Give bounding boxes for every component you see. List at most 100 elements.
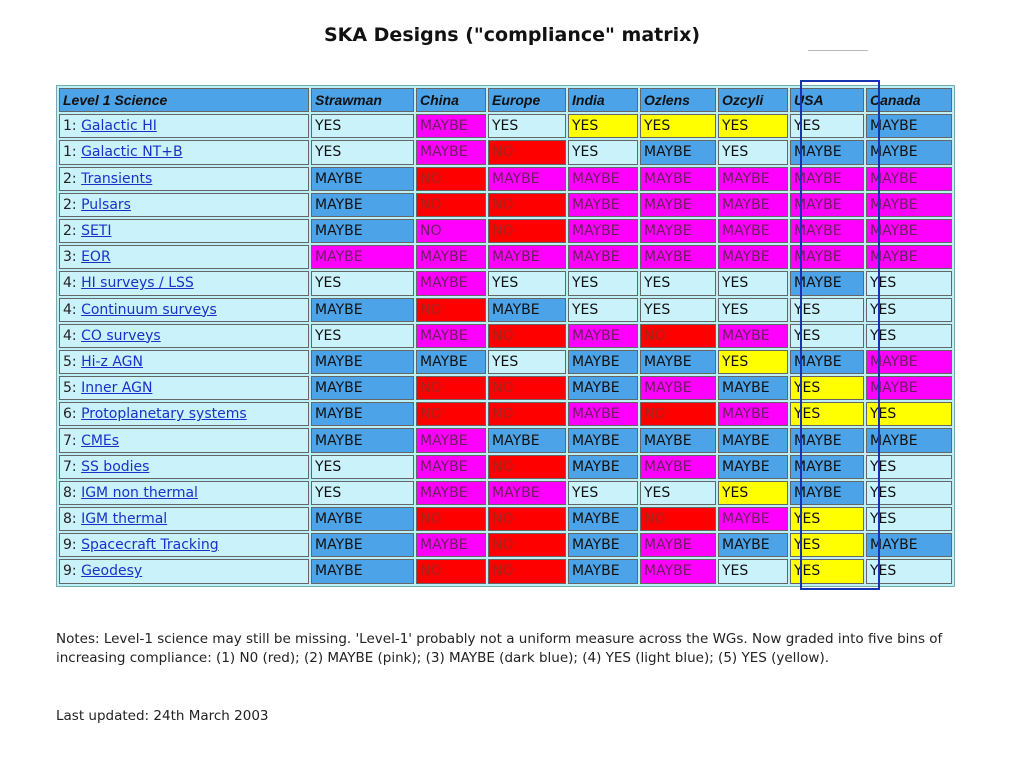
table-row: 2: Transients MAYBE NO MAYBE MAYBE MAYBE MAYBE… <box>59 166 952 191</box>
compliance-cell-usa: YES <box>790 376 864 401</box>
compliance-matrix: Level 1 Science Strawman China Europe India O… <box>56 85 955 587</box>
compliance-cell-canada: MAYBE <box>866 192 952 217</box>
science-link[interactable]: EOR <box>81 249 111 266</box>
compliance-cell-ozlens: NO <box>640 507 716 532</box>
science-link[interactable]: Spacecraft Tracking <box>81 537 219 554</box>
compliance-cell-ozcyli: YES <box>718 140 788 165</box>
compliance-cell-china: NO <box>416 166 486 191</box>
header-usa: USA <box>790 88 864 113</box>
compliance-cell-ozlens: YES <box>640 114 716 139</box>
compliance-cell-europe: NO <box>488 533 566 558</box>
science-link[interactable]: SETI <box>81 223 112 240</box>
science-link[interactable]: Transients <box>81 170 153 187</box>
compliance-cell-europe: YES <box>488 271 566 296</box>
compliance-cell-ozcyli: MAYBE <box>718 428 788 453</box>
science-cell: 1: Galactic HI <box>59 114 309 139</box>
science-link[interactable]: CO surveys <box>81 327 161 344</box>
compliance-cell-strawman: MAYBE <box>311 559 414 584</box>
compliance-cell-china: MAYBE <box>416 323 486 348</box>
compliance-cell-india: MAYBE <box>568 245 638 270</box>
science-cell: 2: Transients <box>59 166 309 191</box>
compliance-cell-ozcyli: YES <box>718 297 788 322</box>
compliance-cell-canada: MAYBE <box>866 376 952 401</box>
level-number: 8: <box>63 511 77 528</box>
science-link[interactable]: Galactic NT+B <box>81 144 183 161</box>
compliance-cell-strawman: YES <box>311 271 414 296</box>
compliance-cell-ozcyli: MAYBE <box>718 218 788 244</box>
level-number: 6: <box>63 406 77 423</box>
compliance-cell-usa: YES <box>790 559 864 584</box>
level-number: 5: <box>63 380 77 397</box>
compliance-cell-usa: MAYBE <box>790 271 864 296</box>
compliance-cell-ozcyli: MAYBE <box>718 192 788 217</box>
science-link[interactable]: IGM non thermal <box>81 484 198 501</box>
compliance-cell-china: MAYBE <box>416 454 486 479</box>
compliance-cell-usa: MAYBE <box>790 218 864 244</box>
compliance-cell-usa: MAYBE <box>790 480 864 505</box>
compliance-cell-ozlens: YES <box>640 480 716 505</box>
compliance-cell-canada: YES <box>866 402 952 427</box>
compliance-cell-ozlens: MAYBE <box>640 454 716 479</box>
page-title: SKA Designs ("compliance" matrix) <box>323 24 701 46</box>
compliance-cell-ozlens: MAYBE <box>640 376 716 401</box>
compliance-cell-strawman: MAYBE <box>311 402 414 427</box>
compliance-cell-china: MAYBE <box>416 480 486 505</box>
table-row: 1: Galactic HI YES MAYBE YES YES YES YES YES MAY… <box>59 114 952 139</box>
science-cell: 2: SETI <box>59 218 309 244</box>
science-link[interactable]: Inner AGN <box>81 380 153 397</box>
science-link[interactable]: Protoplanetary systems <box>81 406 247 423</box>
table-row: 4: HI surveys / LSS YES MAYBE YES YES YES YES M… <box>59 271 952 296</box>
compliance-cell-europe: NO <box>488 192 566 217</box>
compliance-cell-india: YES <box>568 297 638 322</box>
compliance-cell-india: MAYBE <box>568 507 638 532</box>
compliance-cell-india: MAYBE <box>568 166 638 191</box>
compliance-cell-ozlens: YES <box>640 297 716 322</box>
level-number: 2: <box>63 223 77 240</box>
compliance-cell-ozcyli: MAYBE <box>718 402 788 427</box>
level-number: 8: <box>63 484 77 501</box>
compliance-cell-strawman: MAYBE <box>311 533 414 558</box>
compliance-cell-usa: YES <box>790 533 864 558</box>
level-number: 7: <box>63 432 77 449</box>
science-cell: 4: Continuum surveys <box>59 297 309 322</box>
compliance-cell-usa: MAYBE <box>790 192 864 217</box>
science-cell: 8: IGM thermal <box>59 507 309 532</box>
compliance-cell-ozlens: MAYBE <box>640 192 716 217</box>
compliance-cell-europe: MAYBE <box>488 297 566 322</box>
compliance-cell-india: YES <box>568 114 638 139</box>
science-link[interactable]: Continuum surveys <box>81 301 217 318</box>
science-link[interactable]: IGM thermal <box>81 511 168 528</box>
compliance-table: Level 1 Science Strawman China Europe India O… <box>57 86 954 586</box>
science-link[interactable]: SS bodies <box>81 458 150 475</box>
level-number: 9: <box>63 537 77 554</box>
compliance-cell-canada: YES <box>866 297 952 322</box>
compliance-cell-usa: MAYBE <box>790 140 864 165</box>
compliance-cell-strawman: YES <box>311 480 414 505</box>
science-link[interactable]: Galactic HI <box>81 118 157 135</box>
compliance-cell-ozcyli: MAYBE <box>718 376 788 401</box>
compliance-cell-usa: YES <box>790 507 864 532</box>
compliance-cell-usa: MAYBE <box>790 245 864 270</box>
header-strawman: Strawman <box>311 88 414 113</box>
compliance-cell-china: NO <box>416 507 486 532</box>
level-number: 7: <box>63 458 77 475</box>
compliance-cell-ozlens: MAYBE <box>640 218 716 244</box>
compliance-cell-ozlens: NO <box>640 323 716 348</box>
science-link[interactable]: Hi-z AGN <box>81 353 143 370</box>
science-cell: 7: CMEs <box>59 428 309 453</box>
science-link[interactable]: Pulsars <box>81 196 131 213</box>
compliance-cell-ozlens: MAYBE <box>640 245 716 270</box>
science-cell: 8: IGM non thermal <box>59 480 309 505</box>
compliance-cell-ozlens: MAYBE <box>640 559 716 584</box>
compliance-cell-strawman: MAYBE <box>311 376 414 401</box>
compliance-cell-china: MAYBE <box>416 349 486 375</box>
compliance-cell-canada: YES <box>866 454 952 479</box>
table-row: 1: Galactic NT+B YES MAYBE NO YES MAYBE YES MAY… <box>59 140 952 165</box>
science-link[interactable]: HI surveys / LSS <box>81 275 194 292</box>
compliance-cell-canada: MAYBE <box>866 245 952 270</box>
science-link[interactable]: CMEs <box>81 432 120 449</box>
table-row: 4: Continuum surveys MAYBE NO MAYBE YES YES YE… <box>59 297 952 322</box>
compliance-cell-ozcyli: MAYBE <box>718 166 788 191</box>
science-link[interactable]: Geodesy <box>81 563 143 580</box>
table-row: 3: EOR MAYBE MAYBE MAYBE MAYBE MAYBE MAYBE MAYB… <box>59 245 952 270</box>
